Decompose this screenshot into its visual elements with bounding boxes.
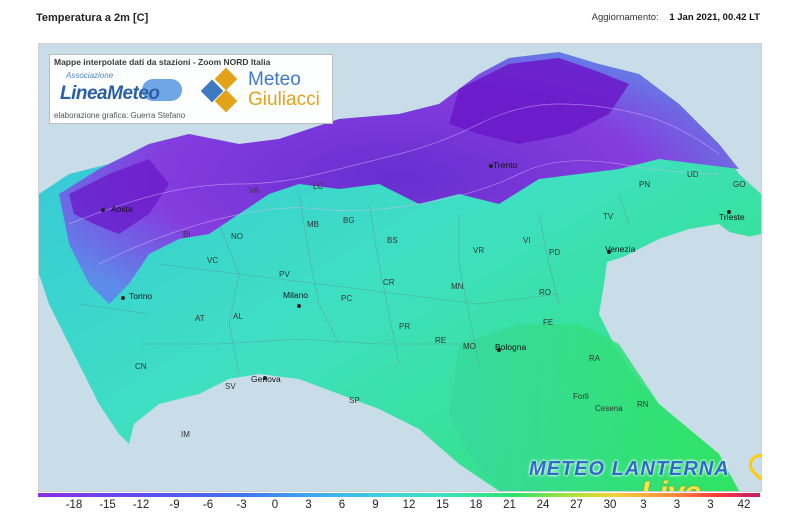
map-title: Temperatura a 2m [C] [36, 12, 149, 24]
province-label: PC [341, 294, 353, 303]
scale-tick-label: 12 [402, 499, 416, 511]
province-label: TV [603, 212, 614, 221]
province-label: RN [637, 400, 649, 409]
province-label: PR [399, 322, 411, 331]
province-label: MO [463, 342, 476, 351]
province-label: CR [383, 278, 395, 287]
ligurian-sea [114, 389, 479, 491]
scale-tick-label: 42 [737, 499, 751, 511]
province-label: BI [183, 230, 191, 239]
color-scale-bar [38, 493, 760, 497]
province-label: VC [207, 256, 219, 265]
scale-tick-label: 9 [372, 499, 379, 511]
meteogiuliacci-logo: Meteo Giuliacci [200, 67, 330, 113]
cloud-icon [142, 79, 182, 101]
meteo-text: Meteo [248, 69, 301, 90]
city-label-trieste: Trieste [719, 212, 745, 222]
update-info: Aggiornamento: 1 Jan 2021, 00.42 LT [592, 12, 760, 23]
province-label: UD [687, 170, 699, 179]
location-pin-icon [744, 449, 761, 481]
alps-deep-cold [449, 58, 629, 144]
header: Temperatura a 2m [C] Aggiornamento: 1 Ja… [0, 0, 800, 40]
province-label: FE [543, 318, 554, 327]
province-label: VA [249, 186, 260, 195]
giuliacci-text: Giuliacci [248, 89, 320, 110]
province-label: PD [549, 248, 561, 257]
province-label: VR [473, 246, 485, 255]
province-label: GO [733, 180, 746, 189]
province-label: AT [195, 314, 205, 323]
watermark-brand: METEO LANTERNA [529, 458, 730, 480]
city-label-venezia: Venezia [605, 244, 636, 254]
city-label-genova: Genova [251, 374, 281, 384]
watermark-live: Live [641, 476, 701, 491]
province-label: SP [349, 396, 360, 405]
province-label: NO [231, 232, 243, 241]
scale-tick-label: 6 [338, 499, 346, 511]
scale-tick-label: 21 [503, 499, 516, 511]
isotherm-contours [68, 103, 720, 265]
scale-tick-label: -18 [65, 499, 83, 511]
city-label-torino: Torino [129, 291, 153, 301]
province-borders [78, 193, 630, 375]
scale-tick-label: 3 [673, 499, 681, 511]
province-label: AL [233, 312, 243, 321]
province-label: PN [639, 180, 651, 189]
scale-tick-label: -6 [202, 499, 214, 511]
lineameteo-assoc: Associazione [66, 71, 114, 80]
scale-tick-label: -12 [132, 499, 150, 511]
scale-tick-label: 24 [536, 499, 550, 511]
city-label-bologna: Bologna [495, 342, 527, 352]
update-value: 1 Jan 2021, 00.42 LT [669, 12, 760, 23]
city-label-trento: Trento [493, 160, 518, 170]
lineameteo-name: LineaMeteo [60, 83, 160, 104]
temperature-map[interactable]: Mappe interpolate dati da stazioni - Zoo… [38, 43, 762, 492]
province-label: IM [181, 430, 190, 439]
meteo-lanterna-watermark: METEO LANTERNA Live [529, 449, 761, 491]
province-label: BG [343, 216, 355, 225]
scale-tick-label: 3 [707, 499, 714, 511]
province-label: RE [435, 336, 447, 345]
province-label: BS [387, 236, 398, 245]
scale-tick-label: 18 [469, 499, 483, 511]
lineameteo-logo: Associazione LineaMeteo [56, 69, 186, 107]
scale-tick-label: 3 [640, 499, 647, 511]
scale-tick-label: 30 [603, 499, 617, 511]
scale-tick-label: 3 [305, 499, 312, 511]
province-label: MB [307, 220, 319, 229]
west-alps-deep-cold [69, 159, 169, 234]
province-label: RO [539, 288, 551, 297]
adriatic-sea [604, 232, 761, 491]
scale-tick-label: 0 [271, 499, 279, 511]
scale-ticks: -18 -15 -12 -9 -6 -3 0 3 6 9 12 15 18 21 24 27 30 3 3 3 42 [38, 499, 760, 515]
scale-tick-label: -15 [99, 499, 116, 511]
province-label: Forlì [573, 392, 589, 401]
map-caption: Mappe interpolate dati da stazioni - Zoo… [54, 57, 271, 67]
city-label-milano: Milano [283, 290, 309, 300]
scale-tick-label: -3 [236, 499, 247, 511]
province-label: PV [279, 270, 290, 279]
map-svg [39, 52, 761, 491]
province-label: Cesena [595, 404, 623, 413]
scale-tick-label: -9 [169, 499, 180, 511]
emilia-warm-zone [449, 324, 739, 491]
province-label: CN [135, 362, 147, 371]
city-label-aosta: Aosta [111, 204, 133, 214]
logo-box: Mappe interpolate dati da stazioni - Zoo… [49, 54, 333, 124]
province-label: RA [589, 354, 601, 363]
province-label: LC [313, 182, 324, 191]
scale-tick-label: 27 [570, 499, 583, 511]
scale-tick-label: 15 [436, 499, 449, 511]
province-label: MN [451, 282, 464, 291]
update-label: Aggiornamento: [591, 12, 659, 23]
credit-text: elaborazione grafica: Guerra Stefano [54, 111, 186, 120]
province-label: VI [523, 236, 531, 245]
city-markers [101, 164, 731, 380]
province-label: SV [225, 382, 236, 391]
